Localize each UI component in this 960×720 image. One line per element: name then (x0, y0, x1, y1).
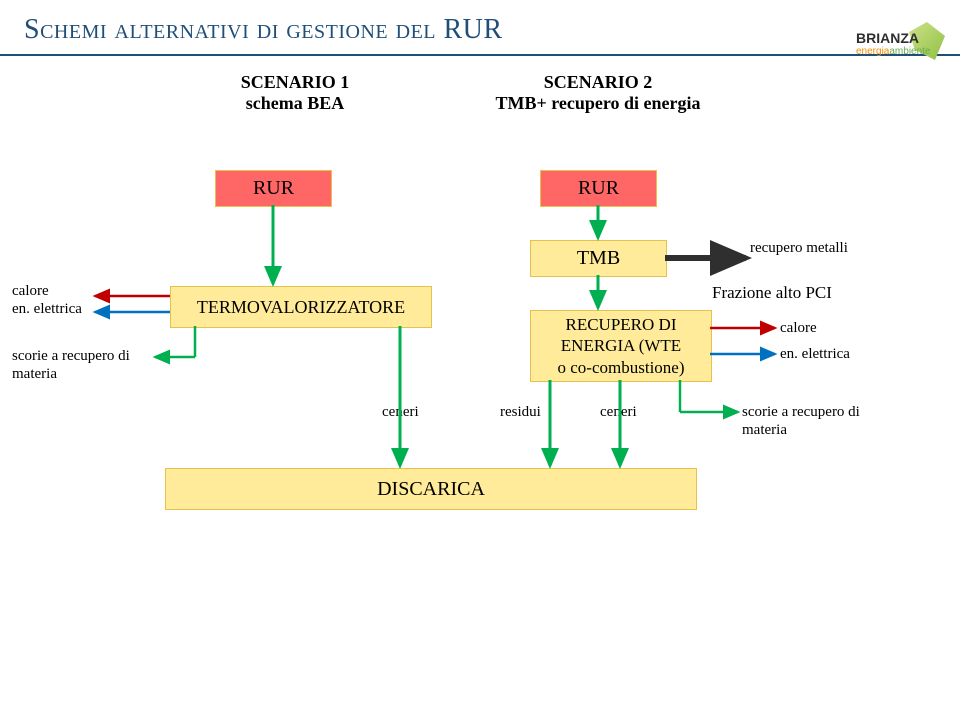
arrows-layer (0, 0, 960, 720)
